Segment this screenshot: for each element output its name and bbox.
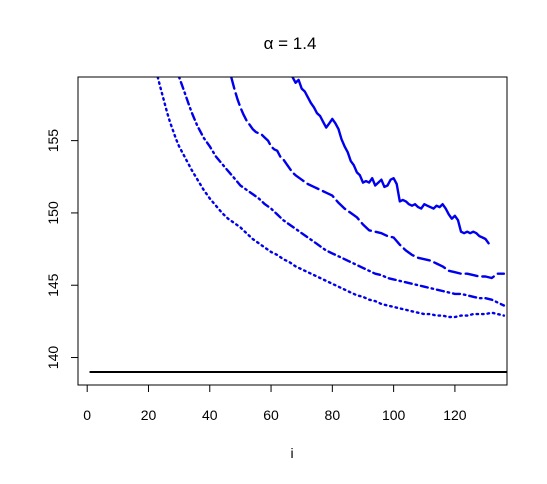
y-tick-label: 140: [45, 346, 61, 370]
series-line-4-dotted: [156, 77, 506, 319]
title-value: = 1.4: [273, 34, 316, 53]
y-tick-label: 155: [45, 129, 61, 153]
series-line-1-solid: [291, 77, 490, 245]
series-line-2-longdash: [229, 77, 506, 280]
x-tick-label: 100: [382, 407, 406, 423]
y-tick-label: 145: [45, 273, 61, 297]
y-axis: 140 145 150 155: [45, 129, 79, 370]
series-layer: [89, 77, 507, 373]
x-tick-label: 120: [443, 407, 467, 423]
x-tick-label: 20: [141, 407, 157, 423]
x-tick-label: 0: [83, 407, 91, 423]
x-tick-label: 80: [325, 407, 341, 423]
title-alpha-symbol: α: [264, 34, 274, 53]
y-tick-label: 150: [45, 201, 61, 225]
plot-frame: [77, 76, 508, 386]
x-axis-label: i: [290, 445, 293, 461]
x-tick-label: 40: [202, 407, 218, 423]
x-axis: 0 20 40 60 80 100 120: [83, 384, 467, 423]
chart-title: α = 1.4: [264, 34, 317, 53]
series-line-3-dotdash: [177, 77, 506, 307]
x-tick-label: 60: [263, 407, 279, 423]
